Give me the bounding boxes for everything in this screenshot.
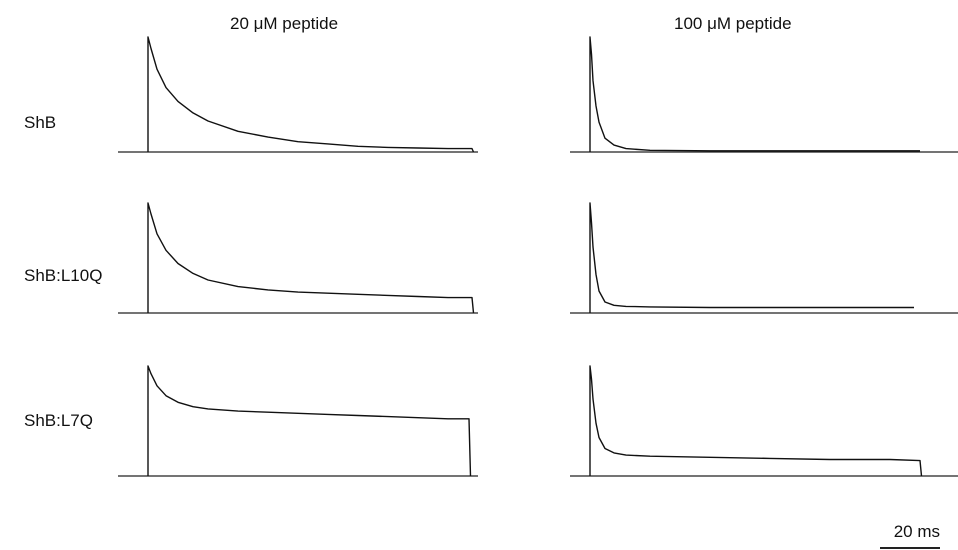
scale-bar-label: 20 ms [893, 522, 940, 541]
trace-2-2 [589, 202, 914, 313]
row-label-shb-l10q: ShB:L10Q [24, 266, 103, 285]
column-title-100uM: 100 μM peptide [674, 14, 792, 33]
trace-1-2 [589, 36, 920, 152]
trace-3-1 [147, 365, 472, 477]
column-title-20uM: 20 μM peptide [230, 14, 339, 33]
trace-2-1 [147, 202, 475, 314]
row-label-shb-l7q: ShB:L7Q [24, 411, 93, 430]
trace-1-1 [147, 36, 475, 153]
trace-3-2 [589, 365, 923, 477]
row-label-shb: ShB [24, 113, 57, 132]
